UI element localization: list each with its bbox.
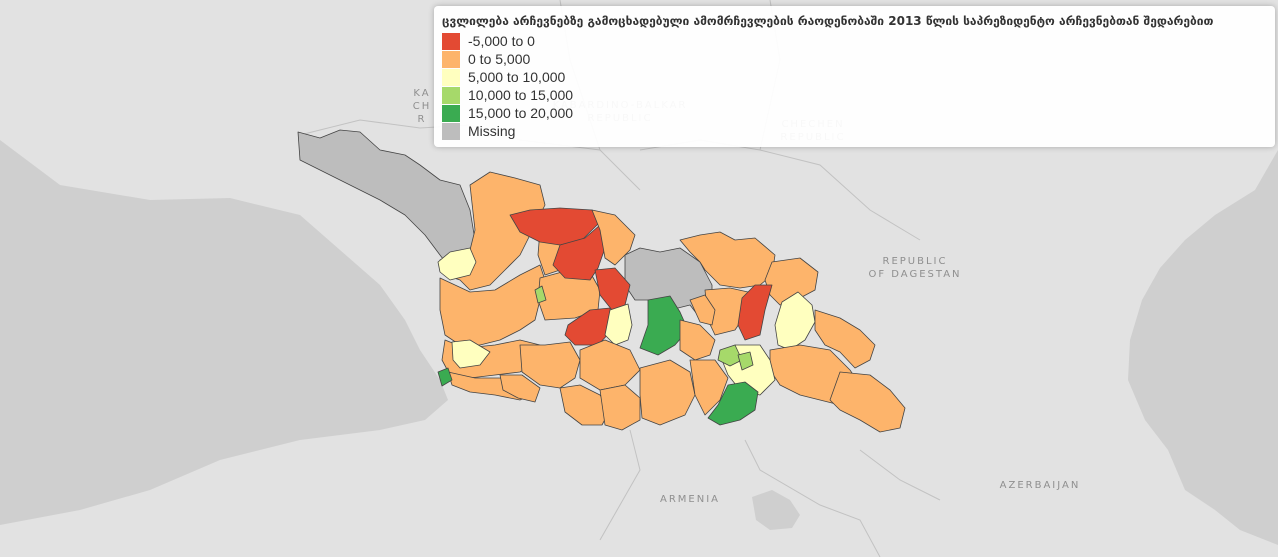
region-zugdidi[interactable]	[437, 247, 477, 281]
legend-label: 0 to 5,000	[468, 51, 531, 67]
caspian-sea	[1128, 150, 1278, 545]
region-aspindza[interactable]	[599, 384, 641, 431]
region-gori[interactable]	[639, 295, 689, 356]
region-racha-upper[interactable]	[552, 224, 606, 281]
legend-label: 5,000 to 10,000	[468, 69, 566, 85]
legend-swatch	[442, 122, 460, 140]
region-tbilisi-district-a[interactable]	[717, 344, 743, 367]
legend-label: -5,000 to 0	[468, 33, 535, 49]
legend-swatch	[442, 86, 460, 104]
region-imereti-red[interactable]	[564, 307, 613, 346]
map-label-dagestan: REPUBLIC OF DAGESTAN	[868, 256, 962, 280]
region-ninotsminda[interactable]	[689, 359, 729, 416]
legend-swatch	[442, 68, 460, 86]
black-sea	[0, 140, 448, 525]
region-samtskhe-a[interactable]	[519, 341, 581, 389]
map-label-karachay: KA CH R	[412, 88, 432, 125]
region-samtskhe-b[interactable]	[499, 374, 541, 403]
region-borjomi[interactable]	[579, 339, 641, 391]
legend-swatch	[442, 32, 460, 50]
region-racha-lower[interactable]	[509, 207, 601, 246]
region-kaspi[interactable]	[679, 319, 716, 361]
region-rustavi[interactable]	[707, 381, 759, 426]
legend-label: 15,000 to 20,000	[468, 105, 574, 121]
legend-item[interactable]: 5,000 to 10,000	[442, 68, 1267, 86]
region-telavi[interactable]	[774, 291, 816, 351]
region-batumi[interactable]	[437, 367, 453, 387]
legend-label: Missing	[468, 123, 516, 139]
legend-items: -5,000 to 0 0 to 5,000 5,000 to 10,000 10,0…	[442, 32, 1267, 140]
region-poti[interactable]	[451, 339, 491, 369]
legend-title: ცვლილება არჩევნებზე გამოცხადებული ამომრჩ…	[442, 14, 1214, 28]
legend-item[interactable]: 0 to 5,000	[442, 50, 1267, 68]
region-tianeti[interactable]	[737, 284, 773, 341]
region-tbilisi-district-b[interactable]	[737, 351, 754, 371]
map-label-armenia: ARMENIA	[659, 494, 720, 505]
legend-item[interactable]: 10,000 to 15,000	[442, 86, 1267, 104]
region-kvareli[interactable]	[814, 309, 876, 369]
lake-sevan	[752, 490, 800, 530]
region-kareli[interactable]	[604, 303, 633, 346]
region-dedoplistskaro[interactable]	[829, 371, 906, 433]
legend-label: 10,000 to 15,000	[468, 87, 574, 103]
map-label-azerbaijan: AZERBAIJAN	[999, 480, 1081, 491]
region-kutaisi[interactable]	[534, 285, 547, 304]
region-imereti-west[interactable]	[439, 264, 546, 346]
legend-item[interactable]: -5,000 to 0	[442, 32, 1267, 50]
legend-item[interactable]: 15,000 to 20,000	[442, 104, 1267, 122]
region-akhalkalaki[interactable]	[639, 359, 696, 426]
legend-item[interactable]: Missing	[442, 122, 1267, 140]
region-mtskheta[interactable]	[689, 294, 716, 326]
legend-swatch	[442, 50, 460, 68]
region-svaneti-east[interactable]	[591, 209, 636, 266]
legend: ცვლილება არჩევნებზე გამოცხადებული ამომრჩ…	[434, 6, 1275, 147]
legend-swatch	[442, 104, 460, 122]
